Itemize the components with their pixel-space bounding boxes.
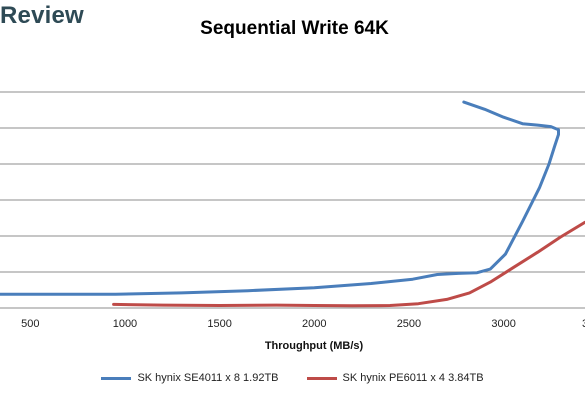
x-tick-label: 1000 (113, 318, 137, 330)
x-tick-label: 500 (21, 318, 39, 330)
legend-label: SK hynix SE4011 x 8 1.92TB (137, 372, 279, 384)
x-axis-title: Throughput (MB/s) (265, 340, 364, 352)
x-tick-label: 1500 (207, 318, 231, 330)
chart-title: Sequential Write 64K (200, 18, 389, 39)
series-group (0, 100, 585, 308)
x-tick-label: 2000 (302, 318, 326, 330)
legend-item-2: SK hynix PE6011 x 4 3.84TB (306, 372, 484, 384)
legend-item-1: SK hynix SE4011 x 8 1.92TB (101, 372, 279, 384)
series-line-2 (112, 220, 585, 308)
x-tick-label: 3000 (491, 318, 515, 330)
series-line-1 (0, 100, 560, 296)
gridlines (0, 91, 585, 273)
legend: SK hynix SE4011 x 8 1.92TB SK hynix PE601… (0, 372, 585, 384)
legend-swatch (101, 376, 132, 380)
x-tick-label: 3 (582, 318, 585, 330)
brand-logo-text: Review (0, 2, 84, 29)
x-tick-labels: 500 1000 1500 2000 2500 3000 3 (21, 318, 585, 330)
x-tick-label: 2500 (397, 318, 421, 330)
legend-label: SK hynix PE6011 x 4 3.84TB (342, 372, 484, 384)
legend-swatch (306, 376, 337, 380)
